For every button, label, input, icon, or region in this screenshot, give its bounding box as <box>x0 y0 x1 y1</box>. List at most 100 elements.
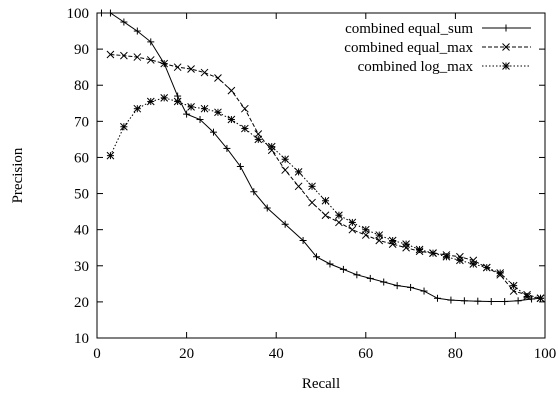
y-axis-title: Precision <box>10 147 26 203</box>
data-point <box>223 144 231 152</box>
data-point <box>236 162 244 170</box>
data-point <box>429 249 437 257</box>
marker-stroke <box>308 198 316 207</box>
data-point <box>227 115 236 124</box>
data-point <box>146 56 155 64</box>
marker-stroke <box>294 182 303 191</box>
series-line <box>109 97 541 299</box>
marker-stroke <box>375 236 384 245</box>
data-point <box>281 155 290 164</box>
data-point <box>209 128 217 136</box>
data-point <box>501 298 509 306</box>
marker-stroke <box>502 43 510 51</box>
data-point <box>335 211 343 220</box>
marker-stroke <box>254 130 263 138</box>
data-point <box>187 103 195 111</box>
data-point <box>380 278 388 286</box>
marker-stroke <box>106 151 115 160</box>
data-point <box>160 94 169 102</box>
plot-border <box>96 12 546 339</box>
data-point <box>120 18 128 26</box>
data-point <box>375 231 384 239</box>
data-point <box>294 182 303 191</box>
data-point <box>536 294 545 303</box>
marker-stroke <box>321 211 330 220</box>
marker-stroke <box>388 236 397 245</box>
legend-item-2: combined equal_max <box>344 40 531 56</box>
marker-stroke <box>120 122 128 131</box>
series-1 <box>97 9 545 306</box>
data-point <box>254 130 263 138</box>
marker-stroke <box>120 51 128 60</box>
marker-stroke <box>160 59 169 68</box>
data-point <box>308 198 316 207</box>
data-point <box>106 151 115 160</box>
data-point <box>321 196 330 205</box>
y-tick-label: 50 <box>74 187 89 203</box>
series-line <box>101 12 541 302</box>
data-point <box>407 283 415 291</box>
y-tick-label: 10 <box>74 331 89 347</box>
y-tick-label: 70 <box>74 114 89 130</box>
data-point <box>361 231 370 239</box>
legend-item-3: combined log_max <box>358 59 531 75</box>
data-point <box>97 9 105 17</box>
marker-stroke <box>214 74 222 82</box>
plot-frame <box>96 12 546 339</box>
data-point <box>523 292 531 301</box>
x-tick-label: 40 <box>269 346 284 362</box>
legend: combined equal_sum combined equal_maxcomb… <box>344 21 531 75</box>
legend-label: combined equal_sum <box>345 21 473 37</box>
data-point <box>240 104 249 113</box>
marker-stroke <box>254 135 263 144</box>
marker-stroke <box>160 94 169 102</box>
marker-stroke <box>133 104 142 113</box>
data-point <box>106 9 114 17</box>
marker-stroke <box>227 86 236 95</box>
legend-label: combined equal_max <box>344 40 473 56</box>
data-point <box>326 260 334 268</box>
data-point <box>514 297 522 305</box>
data-point <box>267 146 276 155</box>
axis-tick-labels: 0 20 40 60 80 100 10 20 30 40 50 60 70 80 90 100 <box>67 6 557 362</box>
marker-stroke <box>267 142 276 151</box>
data-point <box>308 182 316 191</box>
data-point <box>339 265 347 273</box>
data-point <box>299 237 307 244</box>
data-point <box>214 108 222 117</box>
marker-stroke <box>240 104 249 113</box>
data-point <box>133 27 141 35</box>
marker-stroke <box>456 256 464 265</box>
data-point <box>487 298 495 306</box>
marker-stroke <box>335 218 343 227</box>
marker-stroke <box>200 68 209 77</box>
legend-marker <box>502 62 510 70</box>
x-axis-title: Recall <box>302 376 340 392</box>
data-point <box>183 110 191 118</box>
data-point <box>366 274 374 282</box>
data-point <box>120 51 128 60</box>
data-point <box>469 260 478 268</box>
series-2 <box>106 50 545 303</box>
marker-stroke <box>361 231 370 239</box>
marker-stroke <box>348 225 357 234</box>
data-point <box>335 218 343 227</box>
marker-stroke <box>456 252 464 261</box>
data-point <box>196 116 204 124</box>
data-point <box>313 253 321 261</box>
marker-stroke <box>308 182 316 191</box>
marker-stroke <box>173 97 182 106</box>
data-point <box>433 294 441 302</box>
marker-stroke <box>173 63 182 72</box>
data-point <box>388 236 397 245</box>
marker-stroke <box>388 240 397 248</box>
marker-stroke <box>200 104 209 113</box>
marker-stroke <box>509 287 518 295</box>
marker-stroke <box>281 166 290 174</box>
marker-stroke <box>523 292 531 301</box>
data-point <box>214 74 222 82</box>
data-point <box>509 287 518 295</box>
marker-stroke <box>502 62 510 70</box>
marker-stroke <box>146 97 155 106</box>
